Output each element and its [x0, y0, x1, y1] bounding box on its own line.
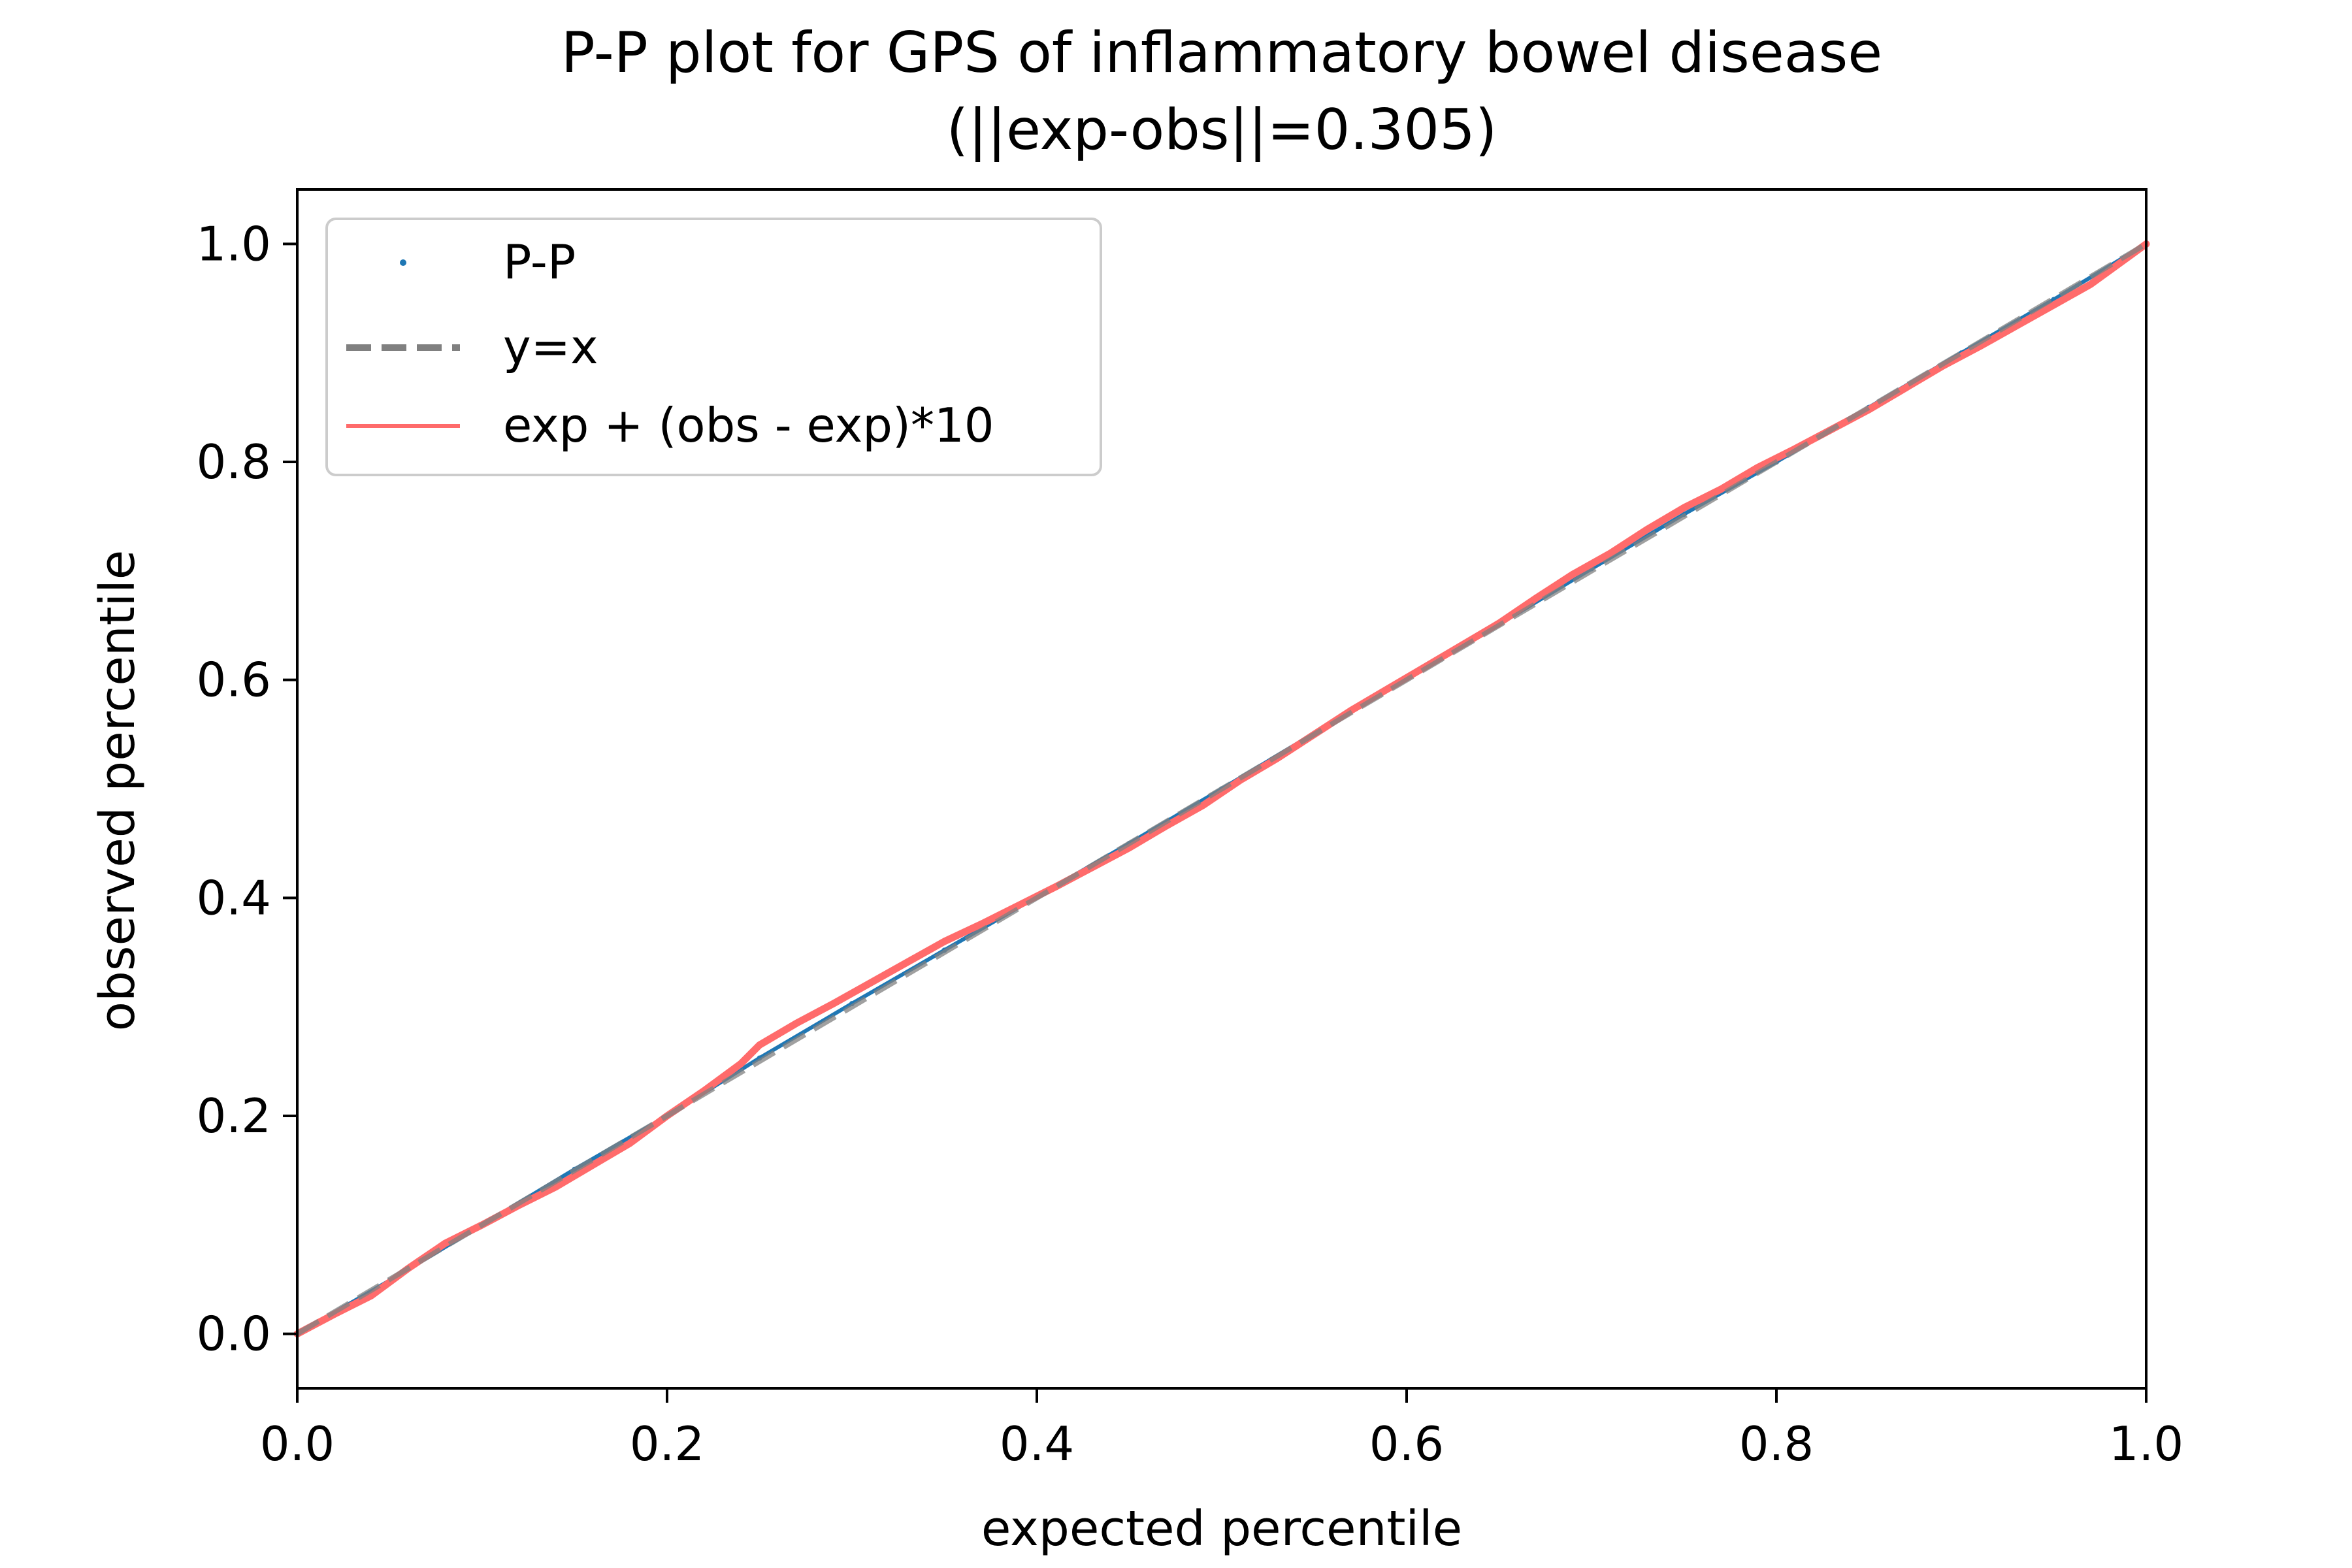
legend-scaled-label: exp + (obs - exp)*10: [503, 398, 994, 453]
y-axis-label: observed percentile: [90, 550, 146, 1032]
y-tick-label: 0.6: [196, 653, 271, 708]
x-axis-ticks: 0.0 0.2 0.4 0.6 0.8 1.0: [260, 1388, 2184, 1471]
reference-line-yx: [295, 241, 2148, 1337]
x-tick-label: 0.6: [1369, 1416, 1445, 1471]
y-tick-label: 0.8: [196, 434, 271, 489]
legend: P-P y=x exp + (obs - exp)*10: [325, 218, 1102, 476]
x-axis-label: expected percentile: [981, 1501, 1462, 1557]
legend-pp-marker: [400, 259, 406, 266]
x-tick-label: 1.0: [2109, 1416, 2184, 1471]
x-tick-label: 0.8: [1739, 1416, 1814, 1471]
x-tick-label: 0.2: [630, 1416, 705, 1471]
plot-frame: [296, 188, 2148, 1390]
chart-title-line1: P-P plot for GPS of inflammatory bowel d…: [561, 20, 1882, 86]
y-tick-label: 0.0: [196, 1307, 271, 1362]
y-tick-label: 0.2: [196, 1088, 271, 1143]
y-axis-ticks: 0.0 0.2 0.4 0.6 0.8 1.0: [196, 216, 297, 1362]
x-tick-label: 0.4: [1000, 1416, 1075, 1471]
y-tick-label: 1.0: [196, 216, 271, 271]
legend-yx-label: y=x: [503, 319, 598, 374]
legend-box: [325, 218, 1102, 476]
x-tick-label: 0.0: [260, 1416, 335, 1471]
chart-title-line2: (||exp-obs||=0.305): [947, 97, 1497, 163]
series-layer: [293, 240, 2150, 1338]
y-tick-label: 0.4: [196, 870, 271, 925]
legend-pp-label: P-P: [503, 235, 576, 289]
